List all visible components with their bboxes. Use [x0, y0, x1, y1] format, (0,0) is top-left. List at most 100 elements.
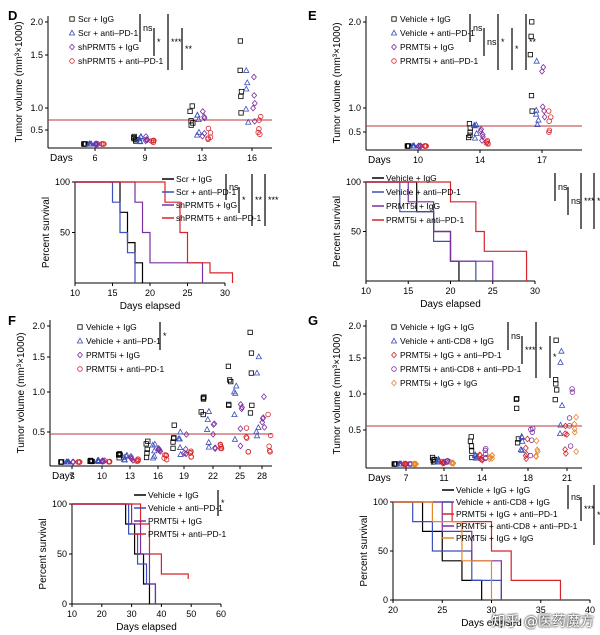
data-point — [245, 449, 252, 455]
x-axis-label: Days — [50, 153, 73, 164]
data-point — [100, 141, 107, 147]
data-point — [195, 116, 202, 123]
data-point — [527, 52, 533, 58]
sig-label: *** — [525, 345, 536, 355]
data-point — [564, 431, 570, 438]
legend-marker — [391, 324, 397, 330]
data-point — [92, 140, 99, 148]
data-point — [567, 443, 574, 449]
x-tick-label: 16 — [153, 471, 163, 481]
data-point — [64, 458, 71, 465]
data-point — [415, 142, 422, 150]
survival-curve — [75, 181, 204, 283]
y-axis-label: Tumor volume (mm³×1000) — [16, 332, 27, 453]
panel-letter: F — [8, 313, 16, 328]
x-tick-label: 9 — [142, 153, 147, 163]
data-point — [231, 410, 238, 418]
survival-curve — [366, 181, 494, 281]
sig-label: ** — [255, 195, 263, 205]
panel-letter: E — [308, 8, 317, 23]
data-point — [489, 455, 495, 462]
data-point — [410, 142, 417, 149]
data-point — [562, 446, 569, 453]
data-point — [438, 458, 445, 466]
data-point — [190, 120, 196, 126]
legend-label: Vehicle + anti-CD8 + IgG — [456, 497, 550, 507]
legend-label: Vehicle + IgG + IgG — [400, 322, 474, 332]
y-axis-label: Tumor volume (mm³×1000) — [332, 333, 343, 454]
y-axis-label: Percent survival — [38, 518, 49, 589]
data-point — [533, 453, 540, 460]
data-point — [261, 393, 267, 401]
data-point — [266, 443, 272, 449]
panel-g-growth: G Tumor volume (mm³×1000) 2.0 1.5 1.0 0.5 Days… — [308, 313, 582, 484]
x-tick-label: 6 — [92, 153, 97, 163]
x-tick-label: 21 — [562, 473, 572, 483]
survival-curve — [393, 501, 493, 600]
data-point — [75, 459, 81, 465]
survival-curve — [75, 181, 144, 283]
data-point — [444, 458, 450, 464]
data-point — [412, 460, 419, 468]
x-axis-label: Days — [368, 473, 391, 484]
y-tick-label: 0.5 — [30, 125, 43, 135]
y-tick-label: 2.0 — [348, 321, 361, 331]
data-point — [116, 455, 122, 461]
legend-label: Vehicle + anti–PD-1 — [386, 187, 461, 197]
data-point — [253, 432, 261, 439]
y-tick-label: 2.0 — [30, 17, 43, 27]
data-point — [171, 422, 177, 428]
data-point — [546, 108, 552, 114]
data-point — [131, 135, 137, 141]
x-tick-label: 11 — [439, 473, 448, 483]
x-tick-label: 16 — [247, 153, 257, 163]
data-point — [485, 141, 491, 147]
data-point — [232, 382, 240, 389]
data-point — [176, 435, 184, 442]
sig-label: ns — [229, 182, 239, 192]
data-point — [205, 407, 213, 414]
x-tick-label: 13 — [197, 153, 207, 163]
data-point — [441, 459, 448, 467]
data-point — [99, 458, 106, 465]
data-point — [69, 458, 76, 466]
x-tick-label: 14 — [477, 473, 487, 483]
y-tick-label: 50 — [351, 227, 361, 237]
data-point — [562, 450, 569, 457]
data-point — [553, 381, 559, 387]
x-tick-label: 50 — [186, 609, 196, 619]
survival-curve — [72, 503, 157, 604]
data-point — [143, 454, 150, 461]
data-point — [205, 125, 212, 132]
y-tick-label: 0.5 — [32, 427, 45, 437]
data-point — [87, 140, 94, 147]
legend-label: PRMT5i + anti-CD8 + anti–PD-1 — [400, 364, 522, 374]
data-point — [242, 66, 250, 73]
y-tick-label: 100 — [373, 497, 388, 507]
data-point — [528, 437, 535, 443]
data-point — [93, 140, 100, 148]
survival-curve — [72, 503, 189, 579]
sig-label: * — [501, 37, 505, 47]
data-point — [176, 443, 184, 450]
data-point — [534, 448, 541, 455]
legend-label: shPRMT5 + anti–PD-1 — [78, 56, 164, 66]
sig-label: ** — [529, 37, 537, 47]
legend-marker — [391, 351, 397, 359]
legend-label: Scr + anti–PD-1 — [176, 187, 237, 197]
data-point — [266, 447, 273, 454]
data-point — [135, 457, 141, 464]
legend-marker — [77, 351, 83, 359]
legend-label: Vehicle + anti–PD-1 — [148, 503, 223, 513]
data-point — [541, 107, 548, 115]
data-point — [106, 459, 112, 465]
data-point — [205, 438, 212, 445]
data-point — [569, 386, 575, 392]
y-axis-label: Tumor volume (mm³×1000) — [332, 22, 343, 143]
sig-label: ns — [571, 492, 581, 502]
data-point — [256, 117, 262, 123]
data-point — [467, 438, 474, 444]
data-point — [518, 446, 526, 453]
data-point — [534, 446, 541, 454]
